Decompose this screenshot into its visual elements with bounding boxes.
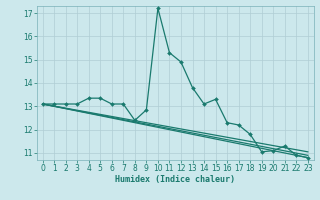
X-axis label: Humidex (Indice chaleur): Humidex (Indice chaleur): [115, 175, 235, 184]
